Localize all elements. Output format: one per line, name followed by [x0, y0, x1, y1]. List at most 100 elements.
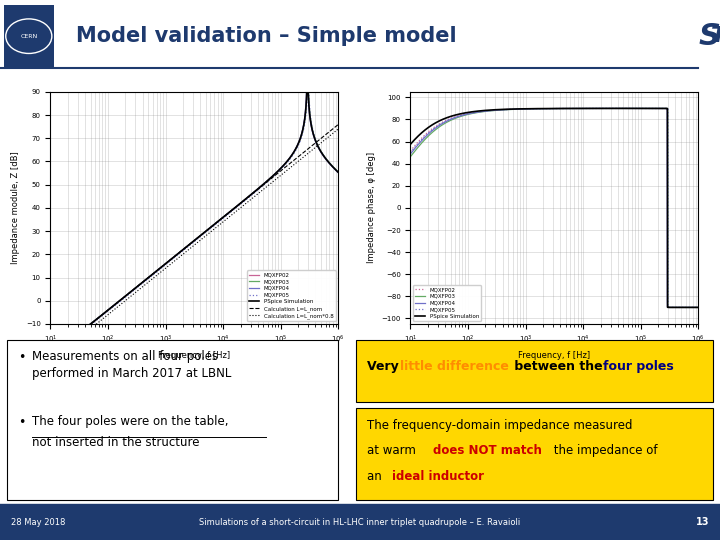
MQXFP05	[304, 16, 312, 23]
Text: Model validation – Simple model: Model validation – Simple model	[76, 26, 456, 46]
Y-axis label: Impedance phase, φ [deg]: Impedance phase, φ [deg]	[366, 152, 376, 264]
MQXFP04	[326, 161, 335, 168]
Text: The frequency-domain impedance measured: The frequency-domain impedance measured	[367, 418, 633, 431]
Text: CERN: CERN	[20, 33, 37, 39]
MQXFP03	[303, 15, 312, 21]
PSpice Simulation	[186, 240, 194, 247]
PSpice Simulation	[46, 350, 55, 356]
MQXFP05	[325, 160, 334, 167]
MQXFP02	[633, 105, 642, 112]
Text: between the: between the	[510, 360, 608, 373]
MQXFP02	[649, 105, 658, 112]
Calculation L=L_nom*0.8	[273, 175, 282, 181]
MQXFP05	[46, 349, 55, 355]
MQXFP04	[325, 161, 334, 167]
MQXFP02	[334, 169, 343, 176]
MQXFP03	[686, 304, 695, 310]
Text: the impedance of: the impedance of	[550, 444, 657, 457]
Line: MQXFP02: MQXFP02	[50, 42, 338, 352]
MQXFP02	[420, 132, 429, 138]
MQXFP03	[325, 160, 334, 167]
MQXFP03	[546, 105, 554, 112]
Line: MQXFP03: MQXFP03	[50, 18, 338, 350]
Calculation L=L_nom	[179, 247, 187, 253]
MQXFP03	[539, 105, 547, 112]
Calculation L=L_nom	[325, 128, 334, 134]
PSpice Simulation	[60, 340, 69, 347]
Text: little difference: little difference	[400, 360, 509, 373]
PSpice Simulation	[325, 160, 334, 167]
Calculation L=L_nom	[334, 121, 343, 127]
Y-axis label: Impedance module, Z [dB]: Impedance module, Z [dB]	[12, 152, 20, 264]
MQXFP03	[685, 304, 694, 310]
MQXFP04	[420, 134, 429, 140]
PSpice Simulation	[273, 168, 282, 175]
Calculation L=L_nom*0.8	[179, 251, 187, 258]
MQXFP04	[539, 105, 547, 112]
MQXFP05	[633, 105, 642, 112]
MQXFP02	[325, 160, 334, 167]
PSpice Simulation	[686, 304, 695, 310]
MQXFP03	[186, 240, 194, 247]
PSpice Simulation	[546, 105, 554, 112]
PSpice Simulation	[694, 304, 703, 310]
Text: •: •	[18, 416, 25, 429]
Text: Simulations of a short-circuit in HL-LHC inner triplet quadrupole – E. Ravaioli: Simulations of a short-circuit in HL-LHC…	[199, 518, 521, 526]
Line: MQXFP02: MQXFP02	[410, 109, 698, 307]
MQXFP05	[326, 160, 335, 167]
MQXFP05	[420, 133, 429, 139]
MQXFP03	[420, 136, 429, 143]
Line: MQXFP04: MQXFP04	[50, 0, 338, 351]
Line: MQXFP05: MQXFP05	[410, 109, 698, 307]
Text: Very: Very	[367, 360, 403, 373]
Calculation L=L_nom*0.8	[60, 346, 69, 353]
Text: 13: 13	[696, 517, 709, 527]
MQXFP04	[186, 240, 194, 247]
MQXFP05	[179, 248, 187, 254]
MQXFP02	[303, 38, 312, 45]
PSpice Simulation	[179, 247, 187, 253]
MQXFP02	[186, 240, 194, 247]
Legend: MQXFP02, MQXFP03, MQXFP04, MQXFP05, PSpice Simulation: MQXFP02, MQXFP03, MQXFP04, MQXFP05, PSpi…	[413, 285, 482, 321]
MQXFP04	[406, 151, 415, 157]
MQXFP02	[326, 161, 335, 167]
Text: 28 May 2018: 28 May 2018	[11, 518, 66, 526]
MQXFP04	[60, 339, 69, 346]
Text: •: •	[18, 351, 25, 364]
MQXFP03	[273, 168, 282, 175]
Calculation L=L_nom	[325, 128, 334, 134]
MQXFP05	[685, 304, 694, 310]
Text: ideal inductor: ideal inductor	[392, 470, 484, 483]
MQXFP05	[650, 105, 659, 112]
MQXFP03	[649, 105, 658, 112]
MQXFP03	[46, 347, 55, 353]
MQXFP05	[686, 304, 695, 310]
FancyBboxPatch shape	[4, 5, 54, 68]
MQXFP05	[186, 241, 194, 248]
MQXFP04	[694, 304, 703, 310]
MQXFP02	[694, 304, 703, 310]
MQXFP05	[334, 169, 343, 176]
Text: an: an	[367, 470, 386, 483]
PSpice Simulation	[334, 169, 343, 176]
MQXFP02	[685, 304, 694, 310]
MQXFP04	[686, 304, 695, 310]
MQXFP02	[179, 247, 187, 253]
Calculation L=L_nom*0.8	[325, 132, 334, 139]
PSpice Simulation	[406, 141, 415, 147]
Text: S: S	[698, 22, 720, 51]
MQXFP03	[179, 247, 187, 253]
MQXFP05	[546, 105, 554, 112]
MQXFP02	[406, 148, 415, 154]
MQXFP02	[60, 340, 69, 346]
Calculation L=L_nom	[186, 240, 194, 247]
Text: TEAM: TEAM	[711, 26, 720, 46]
Text: not inserted in the structure: not inserted in the structure	[32, 436, 200, 449]
MQXFP02	[686, 304, 695, 310]
MQXFP02	[46, 348, 55, 355]
Line: PSpice Simulation: PSpice Simulation	[410, 109, 698, 307]
Line: MQXFP05: MQXFP05	[50, 19, 338, 352]
MQXFP04	[649, 105, 658, 112]
MQXFP03	[406, 153, 415, 160]
X-axis label: Frequency, f [Hz]: Frequency, f [Hz]	[158, 350, 230, 360]
